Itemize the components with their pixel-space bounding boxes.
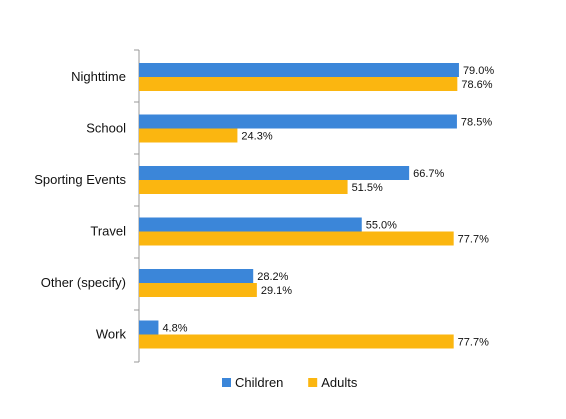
bar-adults bbox=[139, 334, 454, 349]
bar-adults bbox=[139, 77, 458, 91]
bar-children bbox=[139, 217, 362, 232]
data-label: 79.0% bbox=[463, 65, 494, 77]
data-label: 28.2% bbox=[257, 271, 288, 283]
category-label: Work bbox=[96, 327, 127, 342]
data-label: 29.1% bbox=[261, 285, 292, 297]
bar-children bbox=[139, 63, 459, 77]
bar-adults bbox=[139, 180, 348, 194]
category-label: School bbox=[86, 121, 126, 136]
data-label: 24.3% bbox=[241, 131, 272, 143]
data-label: 4.8% bbox=[162, 323, 187, 335]
data-label: 78.5% bbox=[461, 117, 492, 129]
data-label: 55.0% bbox=[366, 220, 397, 232]
data-label: 78.6% bbox=[461, 79, 492, 91]
bar-children bbox=[139, 269, 254, 283]
bar-children bbox=[139, 320, 159, 335]
bar-children bbox=[139, 114, 457, 129]
category-label: Travel bbox=[90, 224, 126, 239]
category-label: Other (specify) bbox=[41, 275, 126, 290]
chart-axis bbox=[134, 49, 140, 363]
bar-adults bbox=[139, 283, 257, 297]
legend-swatch bbox=[308, 378, 318, 387]
bar-adults bbox=[139, 231, 454, 246]
legend-label: Children bbox=[235, 375, 283, 390]
legend-swatch bbox=[222, 378, 231, 387]
chart-bars bbox=[139, 63, 459, 349]
chart-legend: Children Adults bbox=[222, 375, 358, 390]
legend-label: Adults bbox=[321, 375, 358, 390]
data-label: 77.7% bbox=[458, 337, 489, 349]
category-label: Sporting Events bbox=[34, 172, 126, 187]
category-label: Nighttime bbox=[71, 69, 126, 84]
data-label: 77.7% bbox=[458, 234, 489, 246]
bar-children bbox=[139, 166, 410, 180]
chart-labels: Nighttime 79.0% 78.6% School 78.5% 24.3% Sport… bbox=[34, 65, 494, 349]
data-label: 66.7% bbox=[413, 168, 444, 180]
data-label: 51.5% bbox=[352, 182, 383, 194]
bar-adults bbox=[139, 128, 238, 143]
